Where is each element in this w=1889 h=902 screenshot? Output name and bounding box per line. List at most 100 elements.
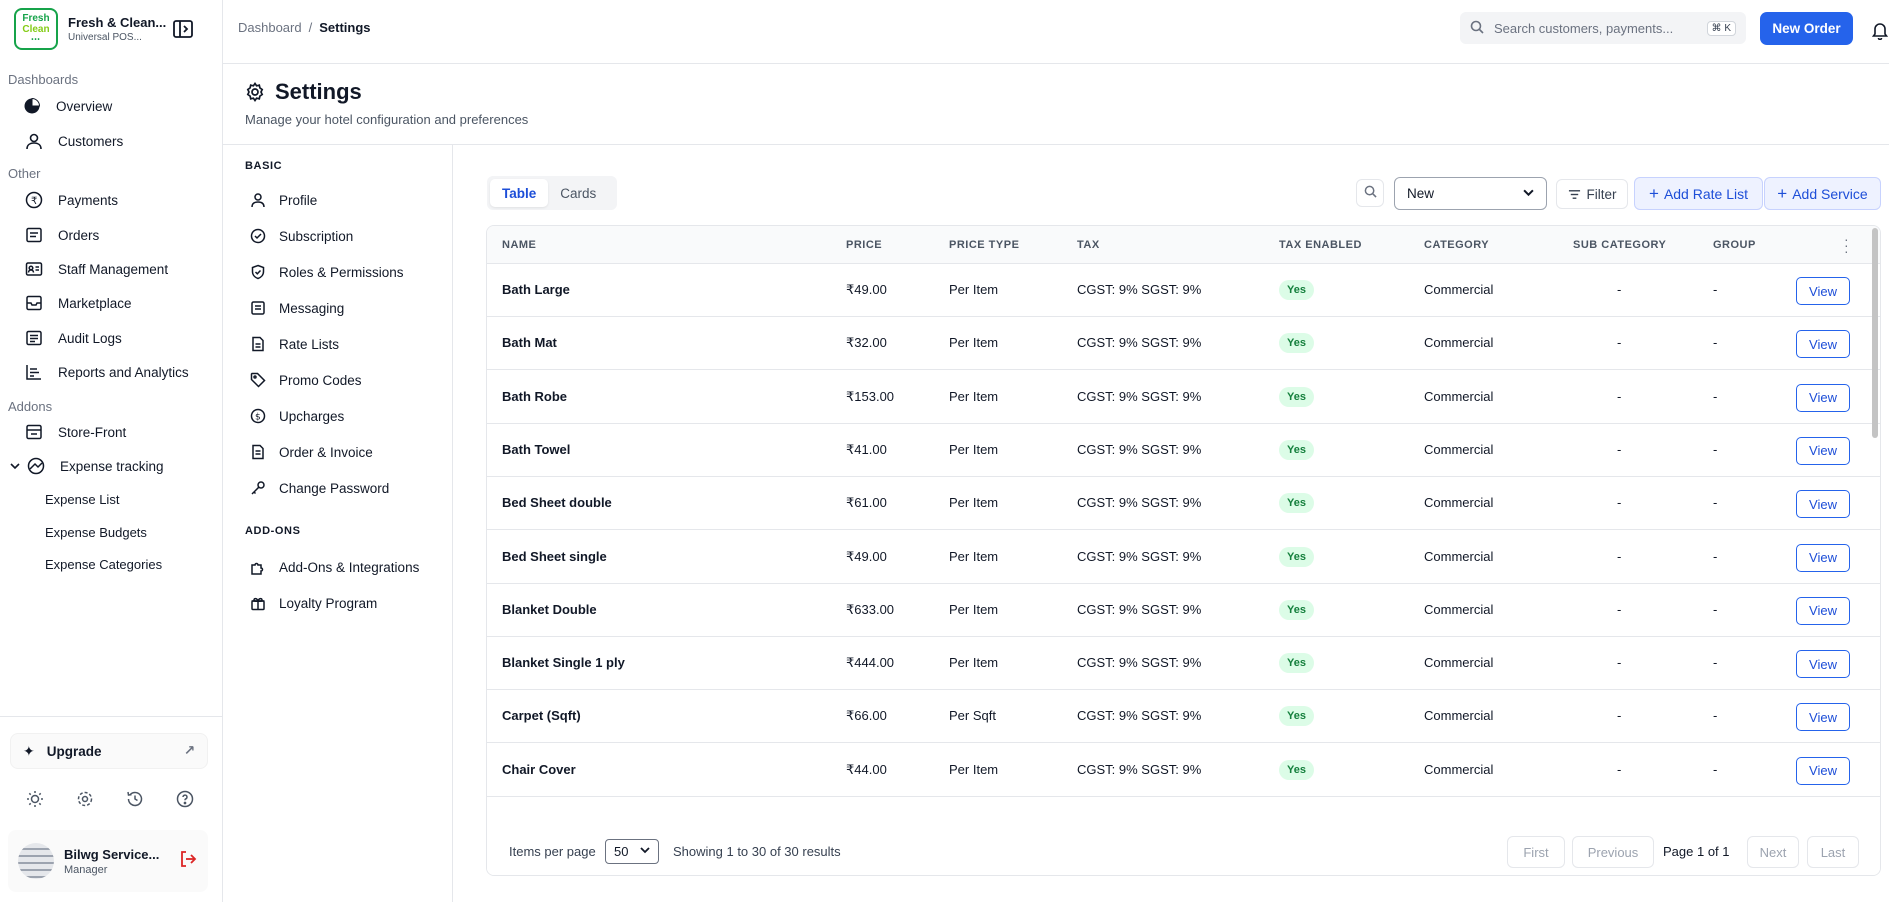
table-row: Bed Sheet double ₹61.00 Per Item CGST: 9% S… xyxy=(487,477,1880,531)
logo-line2: Clean xyxy=(22,23,50,35)
settings-item-loyalty[interactable]: Loyalty Program xyxy=(249,592,377,614)
sidebar-item-store-front[interactable]: Store-Front xyxy=(24,419,126,445)
settings-item-profile[interactable]: Profile xyxy=(249,189,317,211)
tab-cards[interactable]: Cards xyxy=(560,185,597,201)
view-button[interactable]: View xyxy=(1796,543,1850,572)
cell-name: Blanket Single 1 ply xyxy=(502,655,625,671)
rate-list-select[interactable]: New xyxy=(1394,177,1547,210)
settings-item-upcharges[interactable]: $ Upcharges xyxy=(249,405,344,427)
table-header: NAME PRICE PRICE TYPE TAX TAX ENABLED CA… xyxy=(487,226,1880,264)
settings-item-subscription[interactable]: Subscription xyxy=(249,225,353,247)
pie-chart-icon xyxy=(22,96,42,116)
column-header[interactable]: NAME xyxy=(502,239,537,251)
view-button[interactable]: View xyxy=(1796,596,1850,625)
settings-item-order-invoice[interactable]: Order & Invoice xyxy=(249,441,373,463)
search-input[interactable]: Search customers, payments... ⌘ K xyxy=(1460,12,1746,44)
view-button[interactable]: View xyxy=(1796,703,1850,732)
column-header[interactable]: GROUP xyxy=(1713,239,1756,251)
view-button[interactable]: View xyxy=(1796,277,1850,305)
user-card[interactable]: Bilwg Service... Manager xyxy=(8,830,208,892)
cell-tax: CGST: 9% SGST: 9% xyxy=(1077,761,1202,777)
view-button[interactable]: View xyxy=(1796,436,1850,465)
column-header[interactable]: SUB CATEGORY xyxy=(1573,239,1667,251)
sidebar-subitem-expense-categories[interactable]: Expense Categories xyxy=(45,557,163,572)
sidebar-item-marketplace[interactable]: Marketplace xyxy=(24,290,132,316)
id-card-icon xyxy=(24,259,44,279)
sidebar-toggle-icon[interactable] xyxy=(172,18,194,40)
settings-item-rate-lists[interactable]: Rate Lists xyxy=(249,333,339,355)
settings-item-label: Change Password xyxy=(279,480,390,496)
sidebar-subitem-expense-budgets[interactable]: Expense Budgets xyxy=(45,525,147,540)
sun-icon[interactable] xyxy=(24,788,46,810)
add-rate-list-button[interactable]: + Add Rate List xyxy=(1634,177,1763,210)
tab-table[interactable]: Table xyxy=(490,179,549,207)
cell-price-type: Per Item xyxy=(949,335,999,351)
page-header: Settings Manage your hotel configuration… xyxy=(223,64,1889,145)
last-page-button[interactable]: Last xyxy=(1807,836,1859,868)
expense-icon xyxy=(26,456,46,476)
rupee-icon: ₹ xyxy=(24,190,44,210)
sidebar-item-reports[interactable]: Reports and Analytics xyxy=(24,359,189,385)
log-icon xyxy=(24,328,44,348)
cell-name: Blanket Double xyxy=(502,601,597,617)
view-button[interactable]: View xyxy=(1796,756,1850,785)
help-icon[interactable] xyxy=(174,788,196,810)
cell-category: Commercial xyxy=(1424,548,1494,564)
sidebar-item-audit-logs[interactable]: Audit Logs xyxy=(24,325,122,351)
sidebar-item-overview[interactable]: Overview xyxy=(22,93,112,119)
previous-page-button[interactable]: Previous xyxy=(1572,836,1654,868)
filter-button[interactable]: Filter xyxy=(1556,179,1628,209)
settings-item-messaging[interactable]: Messaging xyxy=(249,297,344,319)
cell-category: Commercial xyxy=(1424,335,1494,351)
cell-category: Commercial xyxy=(1424,388,1494,404)
view-button[interactable]: View xyxy=(1796,650,1850,679)
cell-sub-category: - xyxy=(1617,388,1622,404)
chevron-down-icon xyxy=(640,845,650,858)
cell-price: ₹41.00 xyxy=(846,441,887,457)
orders-icon xyxy=(24,225,44,245)
column-header[interactable]: PRICE xyxy=(846,239,883,251)
column-header[interactable]: PRICE TYPE xyxy=(949,239,1020,251)
cell-group: - xyxy=(1713,335,1718,351)
column-header[interactable]: TAX ENABLED xyxy=(1279,239,1362,251)
settings-item-label: Profile xyxy=(279,192,318,208)
vertical-scrollbar[interactable] xyxy=(1872,228,1878,438)
cell-group: - xyxy=(1713,495,1718,511)
next-page-button[interactable]: Next xyxy=(1747,836,1799,868)
settings-item-promo-codes[interactable]: Promo Codes xyxy=(249,369,362,391)
new-order-button[interactable]: New Order xyxy=(1760,12,1853,45)
sidebar-item-customers[interactable]: Customers xyxy=(24,128,123,154)
items-per-page-select[interactable]: 50 xyxy=(605,839,659,864)
sidebar-item-expense-tracking[interactable]: Expense tracking xyxy=(10,453,164,479)
gear-icon[interactable] xyxy=(74,788,96,810)
breadcrumb-dashboard[interactable]: Dashboard xyxy=(238,20,302,35)
logout-icon[interactable] xyxy=(178,849,198,874)
brand[interactable]: Fresh Clean ••• Fresh & Clean... Univers… xyxy=(14,8,214,50)
sidebar-subitem-expense-list[interactable]: Expense List xyxy=(45,492,120,507)
column-menu-icon[interactable]: · · · xyxy=(1844,231,1849,259)
add-service-button[interactable]: + Add Service xyxy=(1764,177,1881,210)
cell-price-type: Per Item xyxy=(949,441,999,457)
settings-item-roles[interactable]: Roles & Permissions xyxy=(249,261,404,283)
first-page-button[interactable]: First xyxy=(1507,836,1565,868)
sidebar-item-staff[interactable]: Staff Management xyxy=(24,256,168,282)
dollar-icon: $ xyxy=(249,407,267,425)
column-header[interactable]: CATEGORY xyxy=(1424,239,1490,251)
add-service-label: Add Service xyxy=(1792,185,1868,202)
cell-price: ₹49.00 xyxy=(846,548,887,564)
settings-item-label: Upcharges xyxy=(279,408,345,424)
search-button[interactable] xyxy=(1356,179,1384,207)
sidebar-item-payments[interactable]: ₹ Payments xyxy=(24,187,118,213)
settings-item-change-password[interactable]: Change Password xyxy=(249,477,389,499)
view-button[interactable]: View xyxy=(1796,330,1850,359)
document-icon xyxy=(249,335,267,353)
view-button[interactable]: View xyxy=(1796,490,1850,519)
settings-item-addons-integrations[interactable]: Add-Ons & Integrations xyxy=(249,556,419,578)
view-button[interactable]: View xyxy=(1796,383,1850,412)
cell-sub-category: - xyxy=(1617,761,1622,777)
upgrade-button[interactable]: ✦ Upgrade ↗ xyxy=(10,733,208,769)
column-header[interactable]: TAX xyxy=(1077,239,1100,251)
bell-icon[interactable] xyxy=(1871,20,1889,41)
history-icon[interactable] xyxy=(124,788,146,810)
sidebar-item-orders[interactable]: Orders xyxy=(24,222,99,248)
